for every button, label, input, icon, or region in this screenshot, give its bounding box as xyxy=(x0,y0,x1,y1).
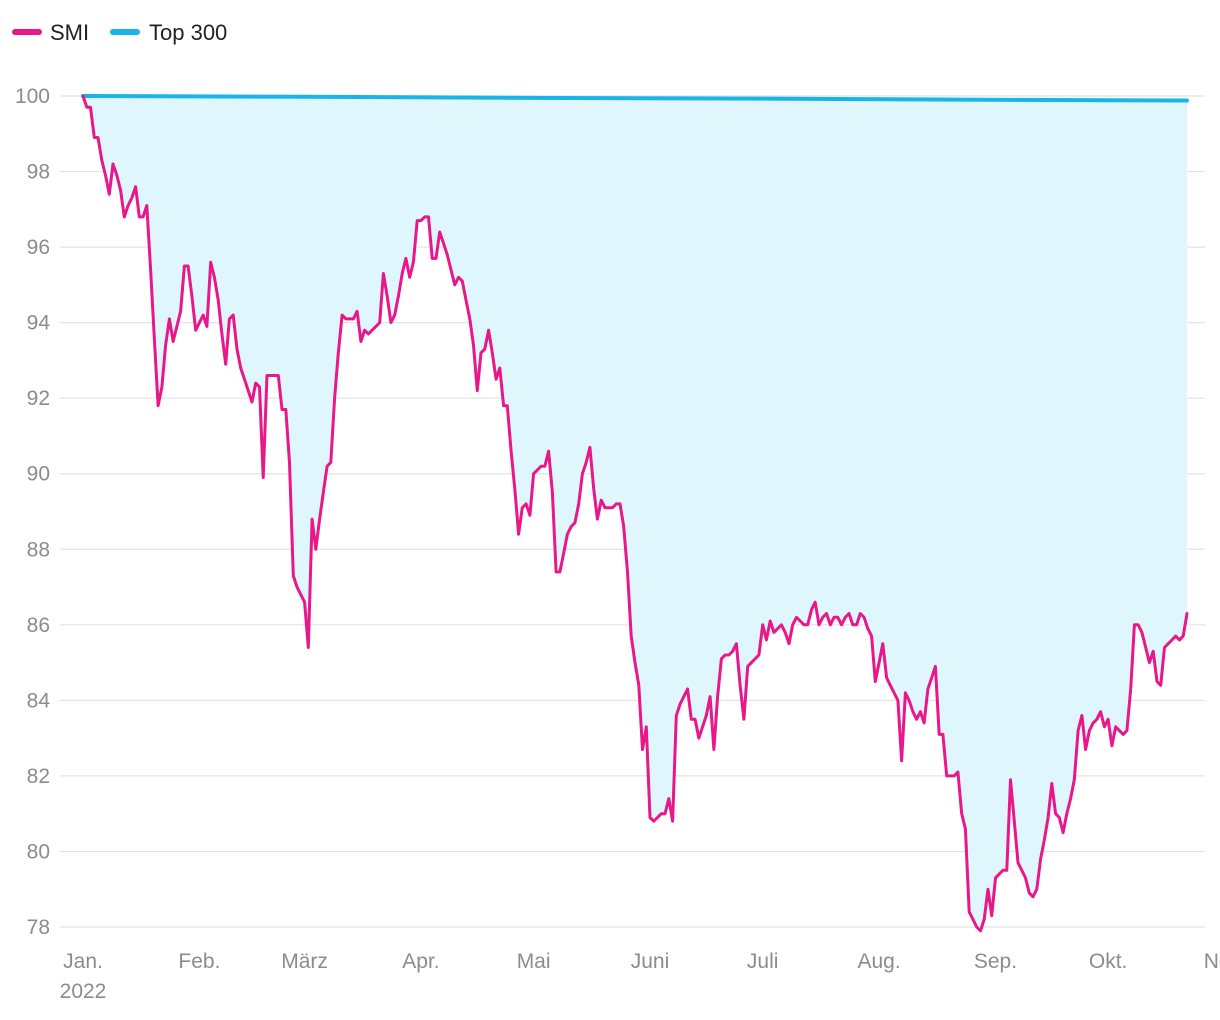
legend: SMI Top 300 xyxy=(12,20,227,45)
y-tick-label: 78 xyxy=(27,916,50,939)
y-tick-label: 82 xyxy=(27,765,50,788)
x-tick-label: Nov. xyxy=(1204,950,1220,973)
y-tick-label: 92 xyxy=(27,387,50,410)
legend-item-smi[interactable]: SMI xyxy=(12,20,89,45)
legend-swatch-top-300 xyxy=(110,29,140,35)
x-tick-label: Juli xyxy=(747,950,779,973)
x-tick-label: Jan. xyxy=(63,950,103,973)
y-tick-label: 86 xyxy=(27,614,50,637)
series-line-top-300[interactable] xyxy=(81,94,1189,103)
y-tick-label: 94 xyxy=(27,312,51,335)
y-tick-label: 98 xyxy=(27,161,50,184)
area-fill xyxy=(83,96,1187,931)
x-tick-label: Feb. xyxy=(178,950,220,973)
y-tick-label: 84 xyxy=(27,689,51,712)
x-tick-label: Aug. xyxy=(857,950,900,973)
legend-label-top-300: Top 300 xyxy=(149,20,227,45)
y-tick-label: 88 xyxy=(27,538,50,561)
x-tick-label: Sep. xyxy=(974,950,1017,973)
x-axis: Jan. 2022 Feb. März Apr. Mai Juni Juli Aug. Sep. O… xyxy=(60,950,1220,1003)
y-tick-label: 100 xyxy=(15,85,50,108)
y-tick-label: 96 xyxy=(27,236,50,259)
x-tick-label: Okt. xyxy=(1089,950,1128,973)
series-lines xyxy=(81,94,1189,933)
x-tick-label: Mai xyxy=(517,950,551,973)
y-tick-label: 80 xyxy=(27,840,50,863)
legend-swatch-smi xyxy=(12,29,42,35)
y-tick-label: 90 xyxy=(27,463,50,486)
x-tick-label: Juni xyxy=(631,950,670,973)
series-line-smi[interactable] xyxy=(81,94,1189,933)
x-tick-label: Apr. xyxy=(402,950,439,973)
legend-item-top-300[interactable]: Top 300 xyxy=(110,20,227,45)
x-tick-sublabel: 2022 xyxy=(60,980,107,1003)
x-tick-label: März xyxy=(281,950,328,973)
legend-label-smi: SMI xyxy=(50,20,89,45)
y-axis: 100 98 96 94 92 90 88 86 84 82 80 78 xyxy=(15,85,50,939)
area-between-series xyxy=(83,96,1187,931)
